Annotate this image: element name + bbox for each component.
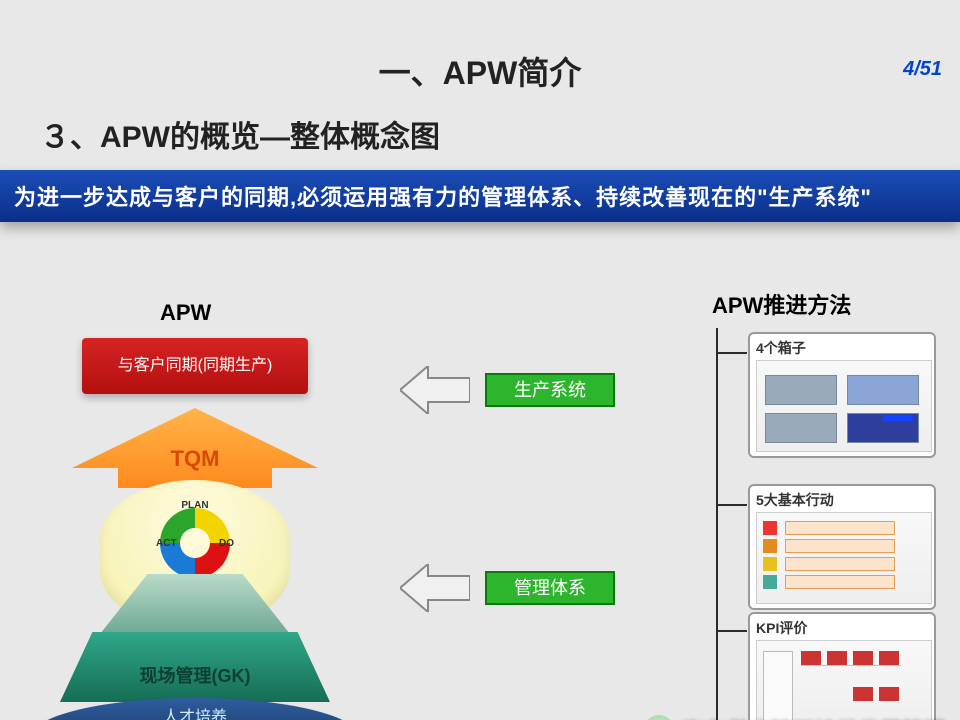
banner-text: 为进一步达成与客户的同期,必须运用强有力的管理体系、持续改善现在的"生产系统" <box>0 170 960 222</box>
arrow-left-icon <box>400 564 470 612</box>
pdca-act: ACT <box>156 538 177 549</box>
label-method: APW推进方法 <box>712 288 851 320</box>
tree-trunk <box>716 328 718 720</box>
page-number: 4/51 <box>903 58 942 81</box>
tqm-label: TQM <box>30 446 360 472</box>
green-box-prodsys: 生产系统 <box>485 373 615 407</box>
tree-node-kpi: KPI评价 <box>748 612 936 720</box>
tree-node-4boxes: 4个箱子 <box>748 332 936 458</box>
tree-node-5actions: 5大基本行动 <box>748 484 936 610</box>
green-box-mgmt: 管理体系 <box>485 571 615 605</box>
arrow-left-icon <box>400 366 470 414</box>
pdca-do: DO <box>219 538 234 549</box>
label-apw: APW <box>160 300 211 326</box>
thumb-kpi <box>756 640 932 720</box>
thumb-4boxes <box>756 360 932 452</box>
tree-branch <box>717 504 747 506</box>
pdca-plan: PLAN <box>181 500 208 511</box>
wechat-icon: ✶ <box>644 715 674 720</box>
slide-title-1: 一、APW简介 <box>0 48 960 94</box>
pyramid-gk: 现场管理(GK) <box>60 632 330 702</box>
apw-diagram: 与客户同期(同期生产) TQM PLAN DO CHECK ACT 持续改善 <box>30 338 360 720</box>
tree-branch <box>717 352 747 354</box>
method-tree: 4个箱子 5大基本行动 KPI评价 <box>700 328 940 720</box>
slide-title-2: ３、APW的概览—整体概念图 <box>40 112 960 156</box>
watermark: ✶ 汽车供应链可持续发展管理 <box>644 714 946 720</box>
thumb-5actions <box>756 512 932 604</box>
tree-branch <box>717 630 747 632</box>
red-box-sync: 与客户同期(同期生产) <box>82 338 308 394</box>
